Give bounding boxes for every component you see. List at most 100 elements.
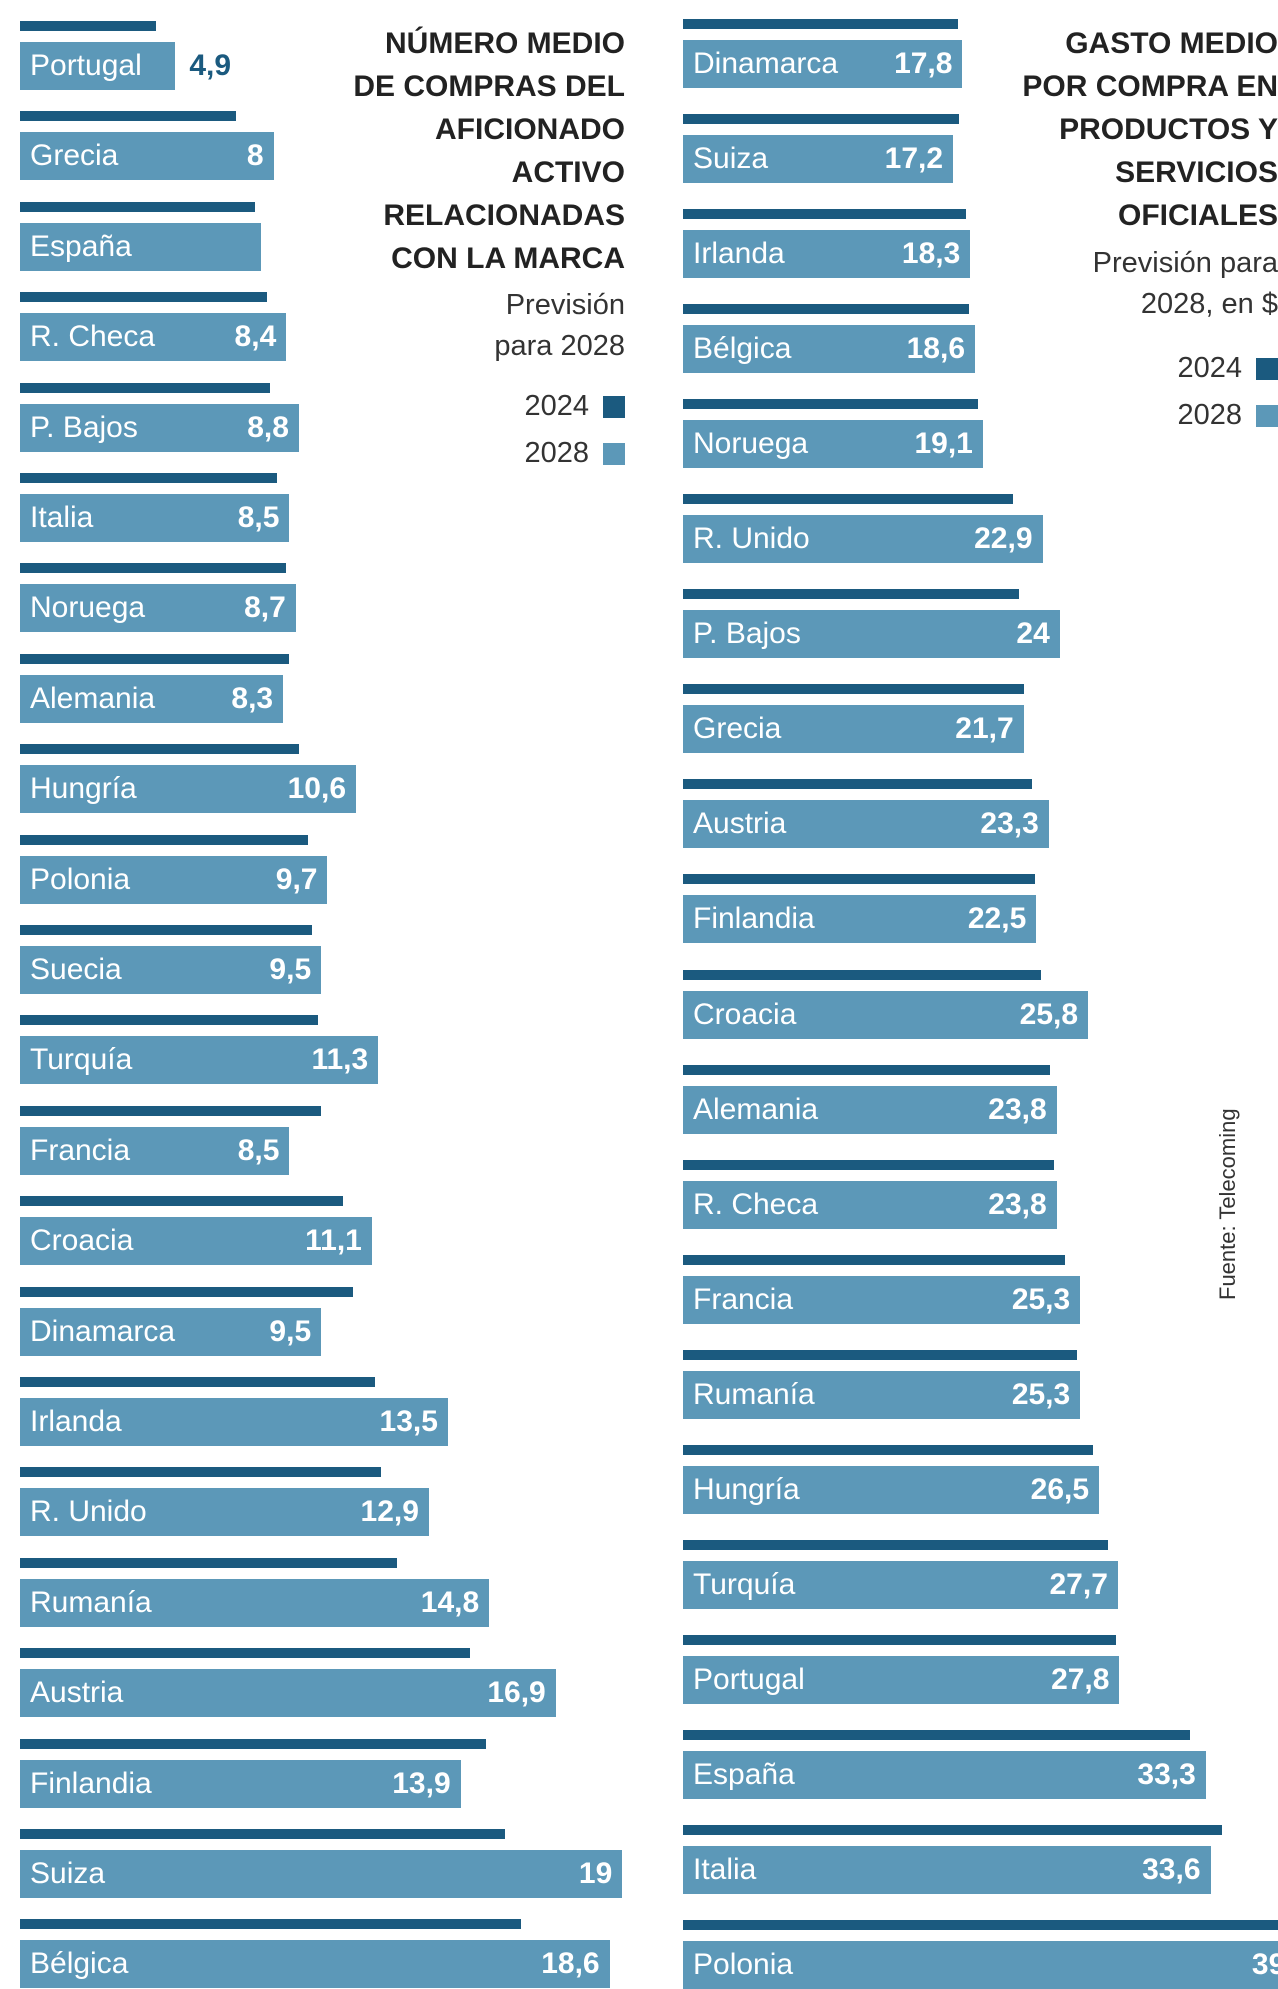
bar-2024-polonia bbox=[683, 1920, 1278, 1930]
category-label: Rumanía bbox=[693, 1377, 815, 1411]
legend-swatch-2028 bbox=[1256, 404, 1278, 427]
category-label: Dinamarca bbox=[693, 47, 839, 80]
bar-2024-grecia bbox=[683, 684, 1024, 695]
bar-2024-finlandia bbox=[20, 1738, 486, 1749]
left-subtitle-line: Previsión bbox=[505, 289, 625, 321]
bar-2028-espana: España bbox=[20, 222, 261, 271]
category-label: Polonia bbox=[30, 862, 131, 896]
bar-2028-finlandia: Finlandia 22,5 bbox=[683, 895, 1037, 944]
bar-2024-noruega bbox=[683, 399, 979, 410]
bar-2028-finlandia: Finlandia 13,9 bbox=[20, 1759, 461, 1808]
value-label: 17,8 bbox=[894, 47, 953, 80]
category-label: Irlanda bbox=[693, 237, 785, 271]
bar-2024-portugal bbox=[20, 21, 157, 31]
legend-label: 2028 bbox=[524, 437, 589, 469]
category-label: Dinamarca bbox=[30, 1314, 176, 1348]
bar-2028-r-unido: R. Unido 12,9 bbox=[20, 1488, 429, 1537]
left-title-line: AFICIONADO bbox=[435, 113, 625, 146]
bar-2028-austria: Austria 23,3 bbox=[683, 800, 1049, 849]
bar-2024-belgica bbox=[683, 304, 969, 315]
left-title-line: CON LA MARCA bbox=[391, 242, 625, 275]
bar-2024-polonia bbox=[20, 834, 309, 845]
bar-2028-alemania: Alemania 8,3 bbox=[20, 674, 284, 723]
bar-2024-francia bbox=[683, 1254, 1065, 1265]
bar-2024-noruega bbox=[20, 563, 287, 574]
legend-swatch-2028 bbox=[603, 442, 625, 465]
bar-2028-polonia: Polonia 39 bbox=[683, 1941, 1278, 1989]
bar-2024-rumania bbox=[683, 1349, 1078, 1360]
value-label: 4,9 bbox=[189, 49, 232, 82]
right-title-line: GASTO MEDIO bbox=[1065, 27, 1278, 60]
value-label: 19,1 bbox=[914, 427, 973, 461]
category-label: P. Bajos bbox=[693, 617, 801, 651]
right-title-line: OFICIALES bbox=[1117, 199, 1278, 232]
bar-2028-noruega: Noruega 8,7 bbox=[20, 584, 296, 633]
bar-2024-rumania bbox=[20, 1557, 398, 1568]
value-label: 9,5 bbox=[269, 1314, 312, 1348]
value-label: 8,8 bbox=[247, 410, 289, 444]
left-chart-subtitle: Previsión para 2028 bbox=[325, 285, 625, 367]
category-label: Alemania bbox=[693, 1092, 819, 1126]
legend-label: 2024 bbox=[524, 390, 589, 422]
bar-2028-francia: Francia 8,5 bbox=[20, 1126, 290, 1175]
bar-2028-dinamarca: Dinamarca 17,8 bbox=[683, 40, 963, 88]
right-chart-panel: GASTO MEDIO POR COMPRA EN PRODUCTOS Y SE… bbox=[655, 0, 1278, 1989]
category-label: Suecia bbox=[30, 953, 122, 986]
value-label: 13,9 bbox=[392, 1766, 451, 1800]
value-label: 8 bbox=[246, 139, 264, 173]
bar-2028-noruega: Noruega 19,1 bbox=[683, 420, 983, 469]
bar-2028-portugal: Portugal 27,8 bbox=[683, 1655, 1120, 1704]
category-label: Hungría bbox=[30, 772, 137, 806]
value-label: 11,1 bbox=[305, 1224, 362, 1258]
bar-2028-hungria: Hungría 26,5 bbox=[683, 1465, 1100, 1514]
category-label: Portugal bbox=[30, 49, 142, 82]
value-label: 9,7 bbox=[275, 862, 318, 896]
value-label: 8,4 bbox=[234, 320, 277, 354]
value-label: 25,8 bbox=[1019, 997, 1079, 1031]
bar-2028-belgica: Bélgica 18,6 bbox=[20, 1940, 610, 1989]
value-label: 23,3 bbox=[980, 807, 1039, 841]
bar-2028-croacia: Croacia 25,8 bbox=[683, 990, 1089, 1039]
bar-2028-p-bajos: P. Bajos 8,8 bbox=[20, 403, 299, 452]
right-legend: 2024 2028 bbox=[1177, 352, 1278, 432]
value-label: 13,5 bbox=[379, 1405, 438, 1438]
value-label: 16,9 bbox=[487, 1676, 546, 1710]
left-title-line: RELACIONADAS bbox=[383, 199, 625, 232]
value-label: 24 bbox=[1016, 617, 1050, 651]
bar-2028-italia: Italia 8,5 bbox=[20, 494, 290, 542]
legend-item-2028: 2028 bbox=[1177, 399, 1278, 432]
bar-2028-grecia: Grecia 8 bbox=[20, 132, 274, 181]
right-title-line: POR COMPRA EN bbox=[1022, 70, 1278, 103]
category-label: Croacia bbox=[30, 1224, 134, 1258]
bar-2024-turquia bbox=[683, 1539, 1109, 1550]
category-label: Noruega bbox=[30, 591, 146, 625]
bar-2024-francia bbox=[20, 1105, 322, 1116]
bar-2024-austria bbox=[683, 779, 1032, 790]
category-label: España bbox=[693, 1757, 795, 1791]
value-label: 18,6 bbox=[906, 332, 966, 366]
value-label: 11,3 bbox=[311, 1043, 369, 1077]
bar-2024-croacia bbox=[683, 969, 1041, 980]
category-label: Turquía bbox=[30, 1043, 133, 1077]
value-label: 39 bbox=[1251, 1948, 1278, 1981]
bar-2028-italia: Italia 33,6 bbox=[683, 1845, 1211, 1894]
bar-2024-portugal bbox=[683, 1634, 1117, 1645]
left-subtitle-line: para 2028 bbox=[494, 330, 625, 362]
bar-2028-r-unido: R. Unido 22,9 bbox=[683, 515, 1043, 564]
legend-item-2024: 2024 bbox=[1177, 352, 1278, 385]
left-chart-panel: NÚMERO MEDIO DE COMPRAS DEL AFICIONADO A… bbox=[0, 0, 625, 1989]
value-label: 23,8 bbox=[988, 1187, 1047, 1221]
bar-2024-alemania bbox=[20, 653, 290, 664]
category-label: Suiza bbox=[30, 1857, 106, 1890]
bar-2028-croacia: Croacia 11,1 bbox=[20, 1217, 372, 1266]
category-label: Bélgica bbox=[30, 1947, 129, 1981]
right-title-line: PRODUCTOS Y bbox=[1059, 113, 1278, 146]
value-label: 21,7 bbox=[955, 712, 1014, 746]
value-label: 17,2 bbox=[884, 142, 944, 176]
value-label: 27,7 bbox=[1049, 1567, 1108, 1601]
value-label: 14,8 bbox=[420, 1585, 480, 1619]
legend-item-2024: 2024 bbox=[524, 390, 625, 423]
right-subtitle-line: 2028, en $ bbox=[1140, 288, 1278, 320]
value-label: 26,5 bbox=[1030, 1472, 1090, 1506]
bar-2024-r-checa bbox=[683, 1159, 1054, 1170]
